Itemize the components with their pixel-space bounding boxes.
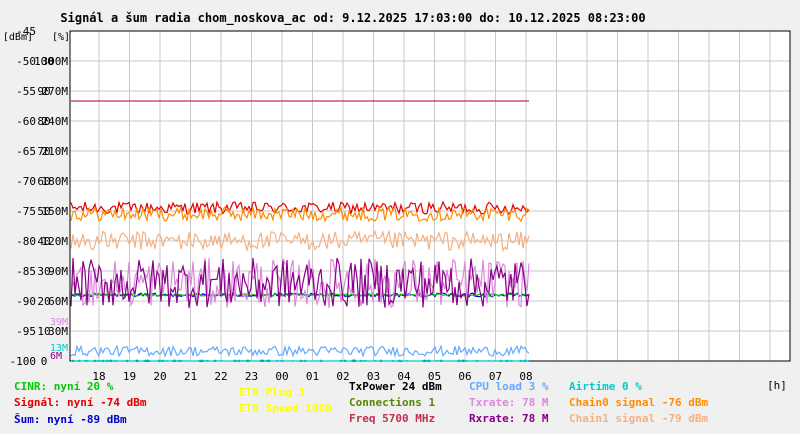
y-tick-dbm: -55 bbox=[16, 85, 36, 98]
y-tick-dbm: -45 bbox=[16, 25, 36, 38]
y-tick-rate: 150M bbox=[42, 205, 69, 218]
legend-txpower: TxPower 24 dBm bbox=[349, 380, 442, 393]
x-tick: 01 bbox=[306, 370, 319, 383]
series-line-airtime bbox=[70, 359, 530, 362]
y-tick-dbm: -60 bbox=[16, 115, 36, 128]
x-tick: 22 bbox=[214, 370, 227, 383]
series-line-sign-l bbox=[70, 200, 530, 216]
y-tick-rate: 180M bbox=[42, 175, 69, 188]
y-tick-percent: 70 bbox=[37, 145, 50, 158]
legend-freq: Freq 5700 MHz bbox=[349, 412, 436, 425]
series-line-rxrate bbox=[70, 257, 530, 308]
y-tick-rate: 120M bbox=[42, 235, 69, 248]
y-tick-rate: 270M bbox=[42, 85, 69, 98]
y-label-percent: [%] bbox=[52, 32, 70, 43]
y-tick-rate: 300M bbox=[42, 55, 69, 68]
legend-eth-plug: ETH Plug 1 bbox=[239, 386, 306, 399]
legend-signal: Signál: nyní -74 dBm bbox=[14, 396, 147, 409]
x-axis-label: [h] bbox=[767, 379, 787, 392]
y-tick-dbm: -75 bbox=[16, 205, 36, 218]
legend-cpu: CPU load 3 % bbox=[469, 380, 549, 393]
legend-eth-speed: ETH Speed 1000 bbox=[239, 402, 332, 415]
y-tick-dbm: -70 bbox=[16, 175, 36, 188]
chart-title: Signál a šum radia chom_noskova_ac od: 9… bbox=[60, 11, 645, 26]
x-tick: 20 bbox=[153, 370, 166, 383]
legend-noise: Šum: nyní -89 dBm bbox=[14, 413, 127, 426]
y-tick-dbm: -95 bbox=[16, 325, 36, 338]
x-tick: 23 bbox=[245, 370, 258, 383]
left-label-6m: 6M bbox=[50, 351, 62, 362]
x-tick: 03 bbox=[367, 370, 380, 383]
left-label-39m: 39M bbox=[50, 317, 68, 328]
x-tick: 04 bbox=[397, 370, 411, 383]
y-tick-dbm: -100 bbox=[10, 355, 37, 368]
legend-rxrate: Rxrate: 78 M bbox=[469, 412, 549, 425]
plot-area bbox=[70, 31, 790, 361]
x-tick: 02 bbox=[336, 370, 349, 383]
y-tick-percent: 10 bbox=[37, 325, 50, 338]
x-tick: 06 bbox=[458, 370, 471, 383]
y-tick-percent: 90 bbox=[37, 85, 50, 98]
y-tick-percent: 60 bbox=[37, 175, 50, 188]
legend-connections: Connections 1 bbox=[349, 396, 436, 409]
y-tick-percent: 20 bbox=[37, 295, 50, 308]
series-line-chain1-signal bbox=[70, 229, 530, 253]
legend-cinr: CINR: nyní 20 % bbox=[14, 380, 114, 393]
series-line-cpu-load bbox=[70, 344, 530, 359]
x-tick: 07 bbox=[489, 370, 502, 383]
y-tick-percent: 80 bbox=[37, 115, 50, 128]
legend-chain1: Chain1 signal -79 dBm bbox=[569, 412, 709, 425]
y-tick-dbm: -50 bbox=[16, 55, 36, 68]
y-tick-percent: 0 bbox=[41, 355, 48, 368]
x-tick: 05 bbox=[428, 370, 441, 383]
y-tick-dbm: -90 bbox=[16, 295, 36, 308]
y-tick-percent: 30 bbox=[37, 265, 50, 278]
x-tick: 21 bbox=[184, 370, 197, 383]
y-tick-rate: 30M bbox=[48, 325, 68, 338]
x-tick: 00 bbox=[275, 370, 288, 383]
y-tick-rate: 240M bbox=[42, 115, 69, 128]
y-tick-dbm: -85 bbox=[16, 265, 36, 278]
y-tick-percent: 100 bbox=[34, 55, 54, 68]
y-tick-rate: 90M bbox=[48, 265, 68, 278]
legend-chain0: Chain0 signal -76 dBm bbox=[569, 396, 709, 409]
y-tick-percent: 40 bbox=[37, 235, 50, 248]
y-tick-rate: 60M bbox=[48, 295, 68, 308]
x-tick: 18 bbox=[92, 370, 105, 383]
y-tick-dbm: -80 bbox=[16, 235, 36, 248]
y-tick-dbm: -65 bbox=[16, 145, 36, 158]
series-line-chain0-signal bbox=[70, 205, 530, 223]
y-tick-rate: 210M bbox=[42, 145, 69, 158]
left-label-13m: 13M bbox=[50, 343, 68, 354]
y-label-dbm: [dBm] bbox=[3, 32, 33, 43]
x-tick: 19 bbox=[123, 370, 136, 383]
x-tick: 08 bbox=[519, 370, 532, 383]
legend-txrate: Txrate: 78 M bbox=[469, 396, 549, 409]
y-tick-percent: 50 bbox=[37, 205, 50, 218]
legend-airtime: Airtime 0 % bbox=[569, 380, 642, 393]
